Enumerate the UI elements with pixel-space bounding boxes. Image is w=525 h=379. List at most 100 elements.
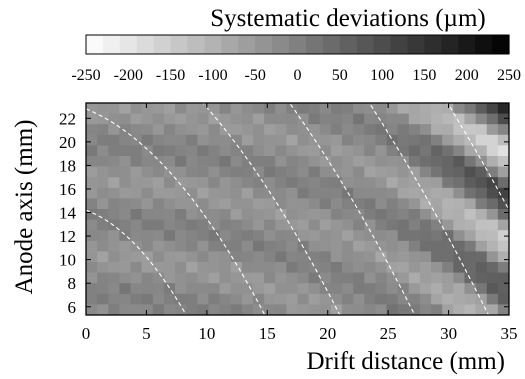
heatmap-cell [241,113,254,125]
heatmap-cell [464,240,477,252]
heatmap-cell [308,187,321,199]
heatmap-cell [297,230,310,242]
heatmap-cell [186,240,198,252]
heatmap-cell [286,166,298,178]
heatmap-cell [342,124,354,136]
heatmap-cell [241,177,254,189]
heatmap-cell [486,198,499,210]
heatmap-cell [319,145,332,157]
colorbar-tick-label: -250 [71,67,100,84]
heatmap-cell [163,187,176,199]
heatmap-cell [130,251,143,263]
heatmap-cell [252,177,265,189]
heatmap-cell [431,113,443,125]
x-axis-label: Drift distance (mm) [306,348,505,375]
heatmap-cell [386,262,399,274]
heatmap-cell [408,272,421,284]
heatmap-cell [219,103,232,115]
heatmap-cell [108,272,120,284]
heatmap-cell [197,251,209,263]
heatmap-cell [397,240,410,252]
heatmap-cell [475,251,488,263]
heatmap-cell [464,103,477,115]
heatmap-cell [152,124,165,136]
heatmap-cell [342,198,354,210]
heatmap-cell [475,209,488,221]
heatmap-cell [252,156,265,168]
heatmap-cell [241,198,254,210]
heatmap-cell [130,230,143,242]
heatmap-cell [408,251,421,263]
heatmap-cell [208,209,221,221]
heatmap-cell [364,187,376,199]
heatmap-cell [475,198,488,210]
heatmap-cell [297,187,310,199]
heatmap-cell [297,156,310,168]
heatmap-cell [486,177,499,189]
heatmap-cell [152,283,165,295]
heatmap-cell [442,283,454,295]
heatmap-cell [197,272,209,284]
heatmap-cell [453,134,465,146]
heatmap-cell [442,103,454,115]
heatmap-cell [464,219,477,231]
heatmap-cell [419,230,432,242]
heatmap-cell [431,272,443,284]
heatmap-cell [252,124,265,136]
heatmap-cell [141,209,154,221]
heatmap-cell [431,134,443,146]
heatmap-cell [397,209,410,221]
heatmap-cell [97,293,109,305]
heatmap-cell [497,219,509,231]
heatmap-cell [330,187,343,199]
heatmap-cell [175,272,187,284]
heatmap-cell [375,124,388,136]
heatmap-cell [486,240,499,252]
colorbar-tick-label: 250 [497,67,521,84]
heatmap-cell [186,251,198,263]
heatmap-cell [275,124,287,136]
heatmap-cell [286,177,298,189]
heatmap-cell [252,113,265,125]
heatmap-cell [475,283,488,295]
heatmap-cell [431,187,443,199]
heatmap-cell [497,272,509,284]
heatmap-cell [497,134,509,146]
colorbar [85,34,510,55]
heatmap-cell [453,187,465,199]
heatmap-cell [130,145,143,157]
heatmap-cell [308,156,321,168]
heatmap-cell [141,198,154,210]
heatmap-cell [163,156,176,168]
heatmap-cell [286,156,298,168]
heatmap-cell [419,251,432,263]
heatmap-cell [264,251,276,263]
heatmap-cell [475,304,488,315]
heatmap-cell [497,304,509,315]
heatmap-cell [330,304,343,315]
y-tick-label: 12 [59,227,76,246]
heatmap-cell [119,283,132,295]
heatmap-cell [408,145,421,157]
heatmap-cell [353,272,365,284]
heatmap-cell [141,240,154,252]
heatmap-cell [408,113,421,125]
heatmap-cell [275,156,287,168]
heatmap-cell [419,219,432,231]
heatmap-cell [264,113,276,125]
heatmap-cell [208,230,221,242]
heatmap-cell [486,262,499,274]
heatmap-cell [464,304,477,315]
heatmap-cell [230,198,243,210]
heatmap-cell [119,156,132,168]
heatmap-cell [252,166,265,178]
heatmap-cell [163,124,176,136]
heatmap-cell [486,156,499,168]
heatmap-cell [230,272,243,284]
heatmap-cell [431,209,443,221]
heatmap-cell [230,166,243,178]
heatmap-cell [486,272,499,284]
heatmap-cell [97,230,109,242]
heatmap-cell [86,219,98,231]
heatmap-cell [141,113,154,125]
